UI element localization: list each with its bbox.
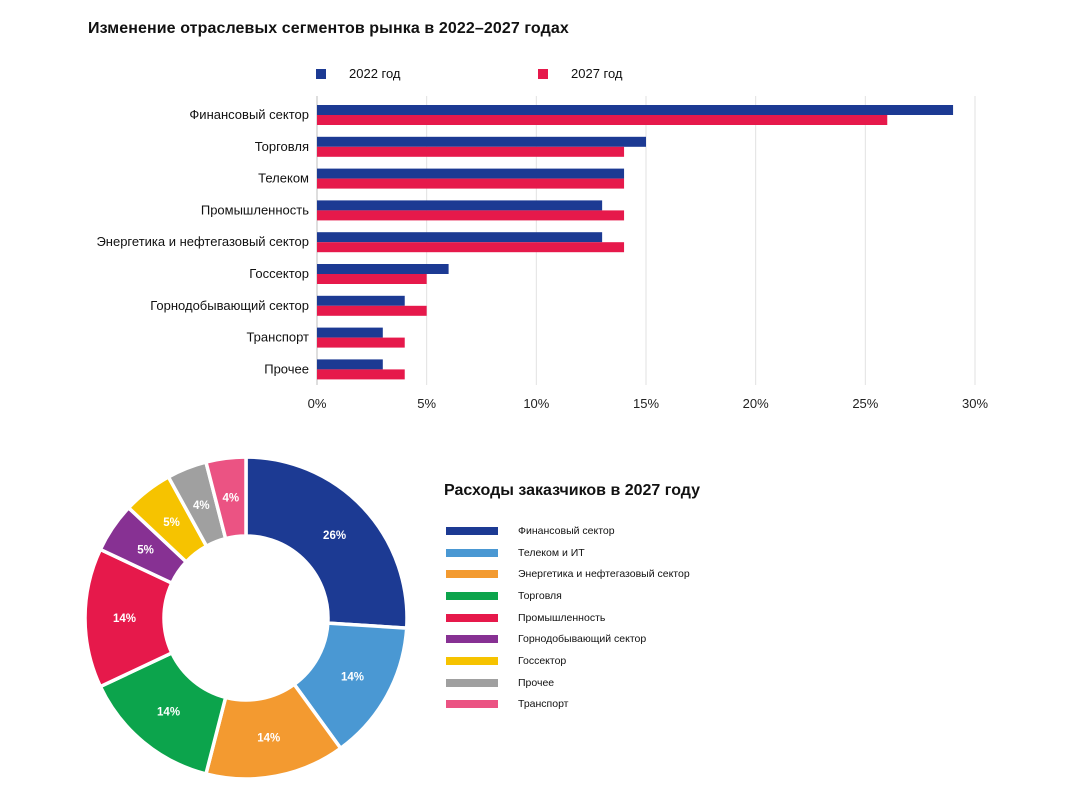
category-label: Госсектор [249,266,309,281]
donut-legend-item: Транспорт [446,694,690,716]
x-tick-label: 5% [417,396,436,411]
category-label: Энергетика и нефтегазовый сектор [96,234,309,249]
slice-label: 14% [341,672,364,684]
donut-slice [244,455,409,630]
bar-2027-год [317,305,427,316]
donut-legend-swatch [446,548,498,557]
donut-legend-swatch [446,656,498,665]
donut-legend-label: Транспорт [518,698,569,711]
bar-2027-год [317,274,427,284]
x-tick-label: 20% [743,396,769,411]
donut-legend-item: Прочее [446,672,690,694]
donut-legend-label: Торговля [518,589,562,602]
donut-legend-item: Финансовый сектор [446,520,690,542]
bar-2022-год [317,200,603,211]
category-label: Финансовый сектор [189,107,309,122]
donut-legend-label: Прочее [518,676,555,689]
donut-legend-swatch [446,678,498,687]
bar-chart: 0% 5% 10% 15% 20% 25% 30% Финансовый сектор Торг… [96,96,988,411]
donut-legend-item: Госсектор [446,650,690,672]
x-tick-label: 15% [633,396,659,411]
slice-label: 14% [257,732,280,744]
donut-legend-label: Госсектор [518,654,567,667]
bar-2027-год [317,337,405,348]
legend-swatch-2027 [538,68,548,79]
donut-legend-label: Телеком и ИТ [518,546,585,559]
bar-2022-год [317,232,603,243]
bar-2027-год [317,210,625,221]
slice-label: 26% [323,530,346,542]
donut-legend-item: Торговля [446,585,690,607]
bar-2022-год [317,359,383,370]
donut-legend-item: Горнодобывающий сектор [446,628,690,650]
donut-slice [204,455,248,541]
x-tick-label: 0% [308,396,327,411]
bar-chart-title: Изменение отраслевых сегментов рынка в 2… [88,20,569,37]
bar-2022-год [317,327,383,338]
category-label: Промышленность [201,202,309,217]
category-label: Торговля [255,139,309,154]
donut-chart-title: Расходы заказчиков в 2027 году [444,482,701,499]
legend-label-2022: 2022 год [349,66,401,81]
x-tick-label: 30% [962,396,988,411]
category-label: Телеком [258,171,309,186]
donut-legend-swatch [446,700,498,709]
donut-legend-swatch [446,591,498,600]
donut-chart: 26% 14% 14% 14% 14% 5% 5% 4% 4% [83,455,409,781]
donut-legend-swatch [446,613,498,622]
bar-2027-год [317,242,625,253]
legend-swatch-2022 [316,68,326,79]
legend-2022: 2022 год [316,66,401,81]
donut-legend-label: Финансовый сектор [518,524,615,537]
donut-legend-swatch [446,635,498,644]
slice-label: 4% [222,492,239,504]
bar-2022-год [317,168,625,179]
x-tick-label: 25% [852,396,878,411]
category-label: Прочее [264,361,309,376]
slice-label: 14% [113,613,136,625]
x-tick-label: 10% [523,396,549,411]
slice-label: 14% [157,707,180,719]
donut-legend-swatch [446,526,498,535]
slice-label: 5% [163,517,180,529]
donut-legend-item: Промышленность [446,607,690,629]
bar-2027-год [317,369,405,380]
donut-legend-label: Промышленность [518,611,606,624]
donut-legend-item: Энергетика и нефтегазовый сектор [446,563,690,585]
bar-2027-год [317,178,625,189]
category-label: Транспорт [246,330,309,345]
donut-legend-swatch [446,570,498,579]
bar-2022-год [317,264,449,274]
donut-legend: Финансовый сектор Телеком и ИТ Энергетика … [446,520,690,715]
donut-legend-label: Горнодобывающий сектор [518,633,647,646]
donut-legend-label: Энергетика и нефтегазовый сектор [518,568,690,581]
slice-label: 5% [137,545,154,557]
bar-2027-год [317,115,888,125]
bar-2022-год [317,105,954,115]
legend-2027: 2027 год [538,66,623,81]
category-label: Горнодобывающий сектор [150,298,309,313]
bar-2027-год [317,146,625,157]
donut-legend-item: Телеком и ИТ [446,542,690,564]
bar-2022-год [317,295,405,306]
bar-2022-год [317,136,646,147]
slice-label: 4% [193,500,210,512]
legend-label-2027: 2027 год [571,66,623,81]
